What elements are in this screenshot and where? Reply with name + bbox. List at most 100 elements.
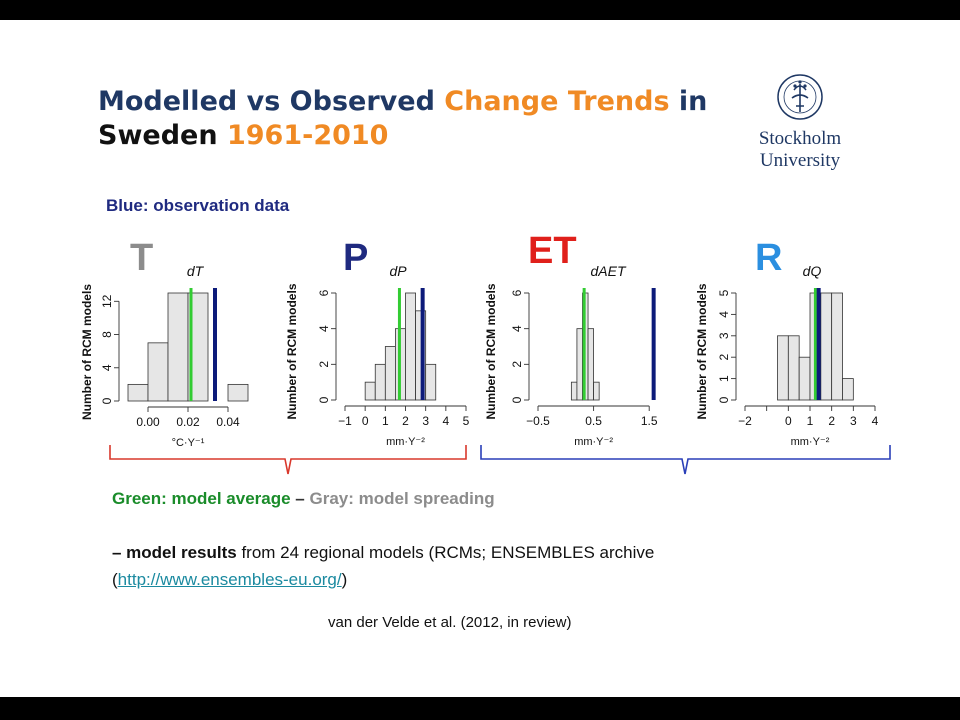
panel2-y-tick-label: 0 (317, 396, 331, 403)
results-rest: from 24 regional models (RCMs; ENSEMBLES… (236, 543, 655, 562)
panel4-y-tick-label: 2 (717, 354, 731, 361)
letter-P: P (343, 237, 369, 279)
title-part3: in (669, 86, 708, 117)
panel2-bar (384, 346, 396, 401)
panel2-y-tick-label: 4 (317, 325, 331, 332)
title-line2-part2: 1961-2010 (226, 120, 389, 151)
panel1-bar (147, 342, 169, 402)
panel2-y-axis-label: Number of RCM models (285, 283, 299, 419)
panel3-y-axis-label: Number of RCM models (484, 283, 498, 419)
panel2-x-tick-label: 4 (442, 414, 449, 428)
results-text: – model results from 24 regional models … (112, 539, 654, 593)
panel4-x-tick-label: 1 (807, 414, 814, 428)
panel3-bar (593, 381, 600, 401)
panel1-y-axis-label: Number of RCM models (80, 284, 94, 420)
panel2-y-tick-label: 6 (317, 289, 331, 296)
panel2-bar (415, 310, 427, 401)
panel1-bar (187, 292, 209, 402)
title-part1: Modelled vs Observed (98, 86, 445, 117)
title-line2-part1: Sweden (98, 120, 227, 151)
legend-line: Green: model average – Gray: model sprea… (112, 489, 495, 509)
gray-label: Gray: model spreading (309, 489, 495, 508)
panel1-bar (227, 383, 249, 402)
panel2-title: dP (389, 263, 407, 279)
panel2-x-tick-label: −1 (338, 414, 352, 428)
panel4-y-tick-label: 5 (717, 289, 731, 296)
panel3-y-tick-label: 6 (510, 289, 524, 296)
panel4-y-tick-label: 0 (717, 396, 731, 403)
letter-T: T (130, 237, 154, 279)
panel1-y-tick-label: 0 (100, 397, 114, 404)
panel4-bar (831, 292, 843, 401)
panel4-y-tick-label: 1 (717, 375, 731, 382)
panel1-y-tick-label: 8 (100, 331, 114, 338)
panel4-x-axis-label: mm·Y⁻² (791, 436, 830, 448)
panel2-x-tick-label: 2 (402, 414, 409, 428)
panel1-bar (167, 292, 189, 402)
panel4-x-tick-label: 0 (785, 414, 792, 428)
panel4-x-tick-label: 3 (850, 414, 857, 428)
panel2-bar (374, 363, 386, 401)
panel2-bar (405, 292, 416, 401)
panel4-bar (798, 356, 811, 401)
top-black-bar (0, 0, 960, 20)
title-part2: Change Trends (444, 86, 670, 117)
panel3-y-tick-label: 4 (510, 325, 524, 332)
citation: van der Velde et al. (2012, in review) (328, 614, 572, 631)
panel3-y-tick-label: 0 (510, 396, 524, 403)
results-open: ( (112, 570, 118, 589)
panel4-bar (820, 292, 833, 401)
panel1-y-tick-label: 4 (100, 364, 114, 371)
evap-runoff-brace (480, 445, 891, 475)
results-close: ) (341, 570, 348, 589)
temperature-precip-brace (109, 445, 467, 475)
panel1-x-axis-label: °C·Y⁻¹ (172, 437, 205, 449)
panel1-y-tick-label: 12 (100, 294, 114, 308)
bottom-black-bar (0, 697, 960, 720)
panel4-bar (842, 378, 854, 401)
panel2-x-tick-label: 0 (362, 414, 369, 428)
blue-caption: Blue: observation data (106, 196, 290, 215)
panel3-x-tick-label: 0.5 (585, 414, 602, 428)
results-bold: – model results (112, 543, 237, 562)
panel1-title: dT (187, 263, 205, 279)
panel2-bar (364, 381, 376, 401)
letter-ET: ET (528, 230, 577, 272)
panel4-bar (777, 335, 789, 401)
panel3-bar (587, 328, 594, 401)
panel3-bar (570, 381, 578, 401)
panel2-x-tick-label: 3 (422, 414, 429, 428)
panel2-x-tick-label: 5 (463, 414, 470, 428)
logo-line2: University (759, 150, 841, 171)
panel3-x-tick-label: 1.5 (641, 414, 658, 428)
panel1-x-tick-label: 0.04 (216, 415, 240, 429)
panel2-y-tick-label: 2 (317, 361, 331, 368)
panel4-x-tick-label: −2 (738, 414, 752, 428)
legend-dash: – (290, 489, 310, 508)
panel4-bar (787, 335, 800, 401)
panel2-x-axis-label: mm·Y⁻² (386, 436, 425, 448)
panel4-y-axis-label: Number of RCM models (695, 283, 709, 419)
ensembles-link[interactable]: http://www.ensembles-eu.org/ (117, 570, 342, 589)
slide-title: Modelled vs Observed Change Trends in Sw… (98, 85, 707, 153)
university-seal-icon (777, 74, 823, 120)
stockholm-university-logo: Stockholm University (740, 72, 860, 171)
logo-line1: Stockholm (758, 128, 842, 149)
panel1-bar (127, 383, 149, 402)
green-label: Green: model average (112, 489, 291, 508)
panel3-bar (576, 328, 583, 401)
panel4-x-tick-label: 4 (872, 414, 879, 428)
panel2-x-tick-label: 1 (382, 414, 389, 428)
letter-R: R (755, 237, 783, 279)
panel4-y-tick-label: 3 (717, 332, 731, 339)
panel3-x-tick-label: −0.5 (526, 414, 550, 428)
panel2-bar (425, 363, 437, 401)
panel3-y-tick-label: 2 (510, 361, 524, 368)
panel4-y-tick-label: 4 (717, 311, 731, 318)
panel3-x-axis-label: mm·Y⁻² (574, 436, 613, 448)
panel1-x-tick-label: 0.02 (176, 415, 200, 429)
panel4-x-tick-label: 2 (828, 414, 835, 428)
panel3-title: dAET (590, 263, 626, 279)
panel1-x-tick-label: 0.00 (136, 415, 160, 429)
